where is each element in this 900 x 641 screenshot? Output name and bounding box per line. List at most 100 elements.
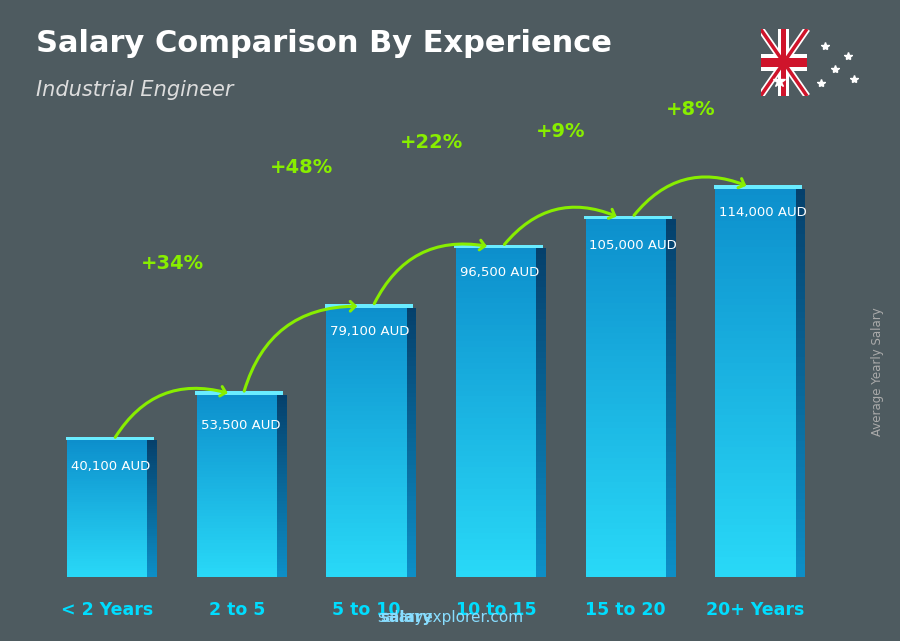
Bar: [666, 386, 676, 392]
Bar: [536, 462, 546, 467]
Bar: [68, 504, 148, 506]
Bar: [277, 504, 287, 507]
Bar: [68, 529, 148, 531]
Bar: [327, 514, 407, 519]
Bar: [407, 501, 417, 505]
Bar: [277, 568, 287, 571]
Bar: [796, 487, 806, 493]
Bar: [456, 500, 536, 506]
Bar: [716, 221, 796, 228]
Bar: [277, 437, 287, 440]
Bar: [666, 547, 676, 553]
Bar: [407, 353, 417, 357]
Bar: [407, 330, 417, 335]
Bar: [327, 375, 407, 379]
Bar: [327, 420, 407, 424]
Bar: [327, 411, 407, 415]
Bar: [277, 416, 287, 419]
Bar: [277, 574, 287, 577]
Bar: [666, 362, 676, 369]
Bar: [796, 506, 806, 512]
Bar: [197, 486, 277, 489]
Bar: [148, 495, 157, 497]
Bar: [666, 499, 676, 505]
Bar: [327, 563, 407, 568]
Bar: [277, 492, 287, 495]
Bar: [277, 398, 287, 401]
Bar: [277, 444, 287, 446]
Bar: [796, 435, 806, 441]
Bar: [716, 370, 796, 376]
Bar: [536, 379, 546, 385]
Bar: [456, 456, 536, 462]
Bar: [536, 259, 546, 265]
Bar: [586, 428, 666, 434]
Bar: [277, 531, 287, 535]
Bar: [586, 386, 666, 392]
Bar: [796, 395, 806, 402]
Bar: [68, 556, 148, 559]
Bar: [277, 559, 287, 562]
Bar: [197, 401, 277, 404]
Bar: [68, 552, 148, 554]
Bar: [716, 506, 796, 512]
Bar: [148, 534, 157, 536]
Bar: [456, 303, 536, 308]
Bar: [666, 488, 676, 494]
Bar: [456, 342, 536, 347]
Bar: [666, 285, 676, 291]
Bar: [456, 522, 536, 528]
Bar: [666, 565, 676, 571]
Bar: [197, 470, 277, 474]
Bar: [197, 449, 277, 453]
Bar: [197, 528, 277, 531]
Bar: [536, 336, 546, 342]
Text: 20+ Years: 20+ Years: [706, 601, 805, 619]
Bar: [586, 225, 666, 231]
Bar: [197, 516, 277, 519]
Bar: [586, 434, 666, 440]
Bar: [666, 523, 676, 529]
Bar: [716, 409, 796, 415]
Bar: [456, 495, 536, 500]
Bar: [197, 495, 277, 498]
Bar: [148, 545, 157, 547]
Bar: [327, 487, 407, 492]
Bar: [277, 553, 287, 556]
Bar: [716, 344, 796, 351]
Bar: [68, 452, 148, 454]
Bar: [716, 447, 796, 454]
Bar: [536, 369, 546, 374]
Bar: [197, 574, 277, 577]
Bar: [277, 422, 287, 425]
Bar: [148, 486, 157, 488]
Bar: [277, 486, 287, 489]
Bar: [796, 208, 806, 215]
Bar: [407, 519, 417, 523]
Bar: [666, 249, 676, 255]
Bar: [456, 549, 536, 555]
Bar: [666, 559, 676, 565]
Bar: [586, 380, 666, 386]
Bar: [796, 422, 806, 428]
Bar: [586, 255, 666, 261]
Bar: [456, 254, 536, 259]
Bar: [407, 429, 417, 433]
Bar: [716, 228, 796, 234]
Bar: [796, 279, 806, 286]
Bar: [796, 409, 806, 415]
Bar: [407, 460, 417, 465]
Bar: [148, 522, 157, 524]
Bar: [148, 499, 157, 502]
Bar: [716, 395, 796, 402]
Bar: [277, 407, 287, 410]
Bar: [666, 225, 676, 231]
Bar: [796, 447, 806, 454]
Bar: [197, 444, 277, 446]
Bar: [327, 492, 407, 496]
Bar: [327, 424, 407, 429]
Bar: [456, 292, 536, 297]
Bar: [536, 560, 546, 566]
Bar: [277, 446, 287, 449]
Bar: [716, 454, 796, 460]
